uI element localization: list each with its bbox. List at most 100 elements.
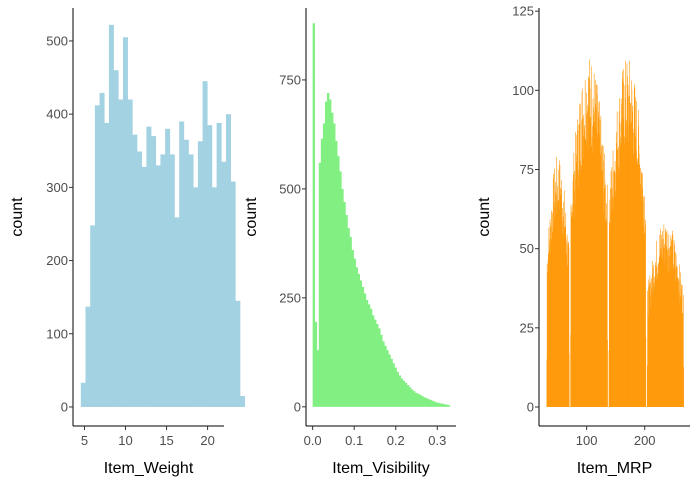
histogram-bar	[392, 363, 395, 407]
histogram-bar	[388, 354, 391, 407]
histogram-bar	[118, 99, 124, 407]
histogram-bar	[322, 123, 326, 407]
y-tick-label: 25	[520, 320, 534, 335]
histogram-bar	[104, 122, 110, 407]
y-tick-label: 125	[512, 4, 534, 19]
histogram-bar	[179, 121, 185, 407]
histogram-bar	[406, 385, 410, 407]
histogram-bar	[429, 399, 432, 407]
histogram-bar	[400, 378, 404, 407]
histogram-bar	[345, 215, 348, 407]
histogram-bars	[546, 59, 684, 408]
y-tick-label: 500	[279, 181, 301, 196]
histogram-bar	[188, 154, 194, 407]
histogram-bar	[447, 405, 451, 407]
histogram-bar	[414, 392, 418, 407]
histogram-bar	[404, 382, 408, 407]
histogram-bar	[382, 341, 385, 407]
histogram-bar	[193, 187, 199, 407]
panel-3: 0 25 50 75 100 125 100 200 Item_MRP count	[476, 4, 690, 477]
y-tick-label: 400	[46, 107, 68, 122]
histogram-bar	[378, 328, 381, 407]
histogram-bar	[141, 166, 147, 407]
histogram-bar	[337, 156, 340, 407]
x-axis-title: Item_MRP	[577, 460, 653, 477]
histogram-bars	[80, 24, 246, 407]
panel-1: 0 100 200 300 400 500 5 10 15 20 Item_Weight count	[9, 8, 246, 477]
histogram-bar	[431, 400, 434, 407]
histogram-bar	[335, 140, 338, 407]
histogram-bar	[394, 367, 397, 407]
histogram-bar	[439, 403, 442, 407]
histogram-bar	[127, 99, 133, 407]
histogram-bar	[410, 389, 414, 407]
histogram-bar	[372, 315, 375, 407]
histogram-bar	[211, 187, 217, 407]
histogram-bar	[80, 382, 86, 407]
histogram-bar	[384, 345, 387, 407]
histogram-bar	[326, 92, 330, 407]
histogram-bar	[183, 139, 189, 407]
y-tick-label: 100	[46, 326, 68, 341]
histogram-bar	[380, 334, 383, 407]
histogram-bar	[341, 188, 344, 407]
x-axis-title: Item_Visibility	[332, 460, 430, 477]
histogram-bar	[331, 112, 334, 407]
histogram-bar	[365, 300, 369, 407]
y-tick-label: 300	[46, 180, 68, 195]
histogram-bar	[645, 219, 646, 407]
histogram-bar	[435, 402, 438, 407]
y-axis-title: count	[476, 197, 493, 237]
histogram-bar	[606, 184, 608, 407]
y-tick-label: 0	[61, 399, 68, 414]
histogram-bar	[351, 249, 354, 407]
histogram-bar	[137, 151, 143, 407]
histogram-bar	[357, 273, 361, 407]
histogram-bar	[235, 300, 241, 407]
histogram-bar	[230, 181, 236, 407]
histogram-bar	[312, 23, 315, 407]
x-tick-label: 5	[81, 433, 88, 448]
histogram-bar	[85, 306, 91, 407]
histogram-bar	[333, 123, 336, 407]
histogram-bar	[433, 401, 436, 407]
x-tick-label: 0.1	[345, 433, 363, 448]
y-tick-label: 250	[279, 290, 301, 305]
histogram-bar	[160, 154, 166, 407]
histogram-bar	[216, 122, 222, 407]
histogram-bar	[169, 154, 175, 407]
histogram-bar	[568, 247, 570, 407]
histogram-bar	[324, 101, 328, 407]
x-tick-label: 100	[576, 433, 598, 448]
histogram-bar	[445, 404, 449, 407]
y-tick-label: 100	[512, 83, 534, 98]
histogram-bar	[441, 403, 444, 407]
histogram-bar	[197, 141, 203, 407]
histogram-bar	[398, 375, 401, 407]
histogram-bar	[347, 228, 350, 407]
histogram-bar	[386, 350, 389, 407]
histogram-bar	[207, 125, 213, 407]
y-axis-title: count	[9, 197, 26, 237]
histogram-bar	[155, 165, 161, 407]
histogram-bar	[226, 114, 231, 407]
histogram-bar	[443, 404, 446, 407]
histogram-bar	[221, 161, 227, 407]
x-tick-label: 15	[159, 433, 173, 448]
histogram-bar	[314, 321, 318, 407]
histogram-bar	[353, 258, 356, 407]
histogram-bar	[318, 162, 322, 407]
histogram-bar	[94, 105, 100, 407]
histogram-bar	[402, 380, 406, 407]
y-tick-label: 50	[520, 241, 534, 256]
histogram-bar	[423, 397, 426, 407]
histogram-bar	[568, 353, 570, 407]
histogram-bar	[425, 398, 428, 407]
y-tick-label: 750	[279, 72, 301, 87]
histogram-bar	[607, 340, 608, 407]
histogram-bar	[363, 293, 367, 407]
x-axis-title: Item_Weight	[104, 460, 194, 477]
histogram-bar	[645, 337, 647, 407]
